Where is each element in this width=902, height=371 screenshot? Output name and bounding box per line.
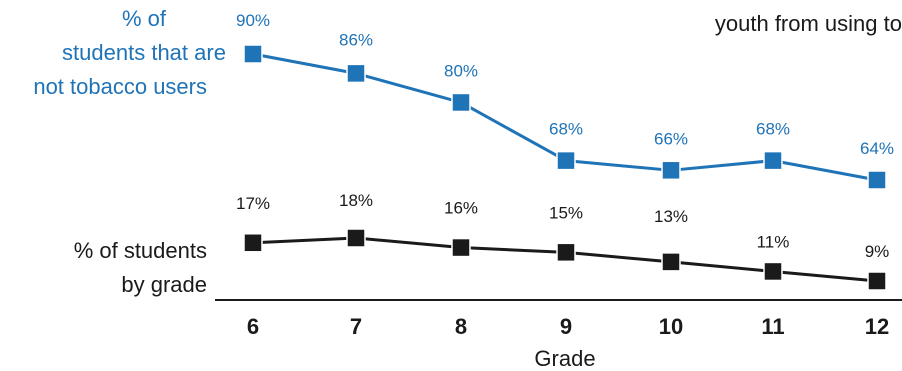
series-label-line-0-0: % of	[122, 6, 167, 31]
data-point-1-8	[451, 237, 471, 258]
data-point-1-11	[763, 261, 783, 282]
data-label-0-12: 64%	[860, 139, 894, 158]
data-label-1-10: 13%	[654, 207, 688, 226]
data-label-0-10: 66%	[654, 129, 688, 148]
data-point-1-10	[661, 252, 681, 272]
series-label-line-0-1: students that are	[62, 40, 226, 65]
data-label-0-7: 86%	[339, 30, 373, 49]
series-label-students-by-grade: % of students by grade	[74, 238, 207, 297]
data-label-1-7: 18%	[339, 191, 373, 210]
data-point-0-12	[867, 170, 887, 190]
x-tick-label-12: 12	[865, 314, 889, 339]
x-tick-label-10: 10	[659, 314, 683, 339]
data-label-1-11: 11%	[757, 232, 790, 251]
data-label-1-6: 17%	[236, 194, 270, 213]
x-tick-label-11: 11	[761, 314, 784, 339]
data-point-0-10	[661, 160, 681, 181]
series-0: 90% 86% 80% 68% 66% 68% 64%	[236, 11, 894, 190]
data-point-1-12	[867, 271, 887, 291]
data-label-1-8: 16%	[444, 199, 478, 218]
data-label-0-11: 68%	[756, 120, 790, 139]
x-axis-label: Grade	[534, 346, 595, 371]
series-label-line-0-2: not tobacco users	[33, 74, 207, 99]
x-tick-label-7: 7	[350, 314, 362, 339]
data-point-0-11	[763, 150, 783, 171]
data-point-1-9	[556, 242, 576, 263]
data-label-1-9: 15%	[549, 203, 583, 222]
data-point-0-6	[243, 44, 263, 64]
series-1: 17% 18% 16% 15% 13% 11% 9%	[236, 191, 890, 291]
series-label-not-tobacco-users: % of students that are not tobacco users	[33, 6, 226, 99]
data-label-0-8: 80%	[444, 61, 478, 80]
data-point-0-9	[556, 150, 576, 171]
data-label-0-6: 90%	[236, 11, 270, 30]
data-point-0-8	[451, 92, 471, 113]
series-label-line-1-0: % of students	[74, 238, 207, 263]
series-label-line-1-1: by grade	[121, 272, 207, 297]
data-point-0-7	[346, 63, 366, 84]
data-point-1-6	[243, 233, 263, 253]
data-label-0-9: 68%	[549, 120, 583, 139]
data-label-1-12: 9%	[865, 242, 890, 261]
chart-title-fragment: youth from using to	[715, 11, 902, 36]
x-tick-label-6: 6	[247, 314, 259, 339]
data-point-1-7	[346, 228, 366, 248]
x-tick-label-8: 8	[455, 314, 467, 339]
x-tick-label-9: 9	[560, 314, 572, 339]
